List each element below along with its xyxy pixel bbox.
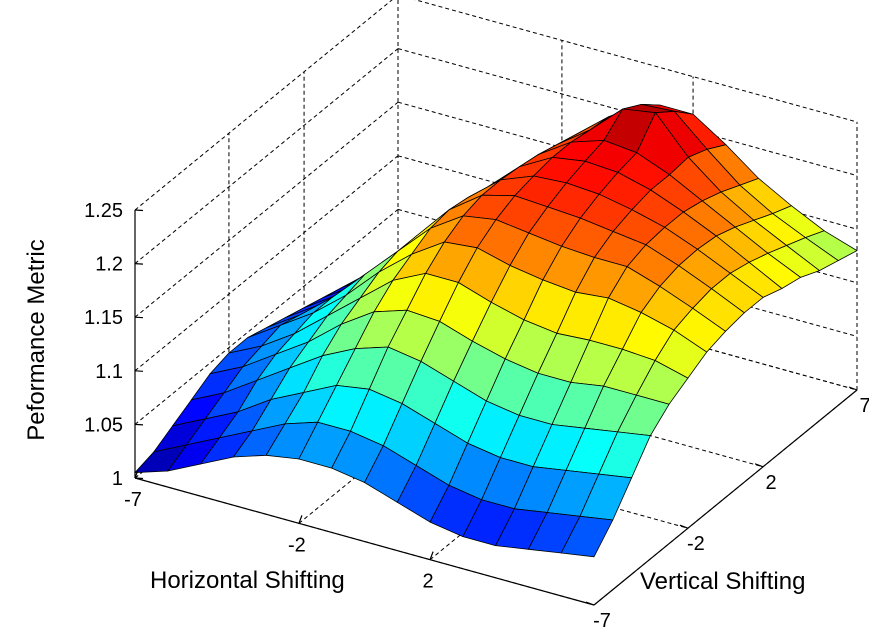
z-tick-mark: [134, 477, 144, 480]
y-tick-mark: [585, 601, 595, 606]
y-tick-mark: [679, 524, 689, 529]
x-axis-line: [134, 477, 595, 606]
z-tick-mark: [134, 423, 144, 426]
z-axis-label: Peformance Metric: [23, 239, 50, 440]
y-tick-label: 7: [859, 395, 869, 417]
x-tick-mark: [298, 515, 303, 524]
y-tick-label: -2: [687, 533, 705, 555]
z-tick-mark: [134, 209, 144, 212]
x-tick-label: -2: [288, 534, 306, 556]
grid-line: [134, 209, 399, 425]
x-tick-label: 2: [423, 571, 434, 593]
z-tick-mark: [134, 263, 144, 265]
grid-line: [134, 155, 399, 372]
grid-line: [134, 101, 399, 318]
z-tick-label: 1.05: [84, 414, 123, 436]
x-axis-label: Horizontal Shifting: [150, 567, 345, 594]
y-axis-label: Vertical Shifting: [640, 568, 805, 595]
surface-layer: [134, 103, 858, 558]
z-tick-mark: [134, 316, 144, 319]
grid-line: [414, 0, 858, 123]
x-tick-mark: [134, 469, 139, 479]
z-tick-label: 1.2: [95, 254, 123, 276]
surface-facet: [560, 515, 614, 558]
y-tick-mark: [754, 463, 764, 468]
z-tick-mark: [134, 370, 144, 372]
y-tick-mark: [848, 386, 858, 391]
z-tick-label: 1.25: [84, 200, 123, 222]
y-tick-label: -7: [593, 610, 611, 629]
axis-layer: 1 1.05 1.1 1.15 1.2 1.25 -7 -2 2 -7 -2 2 7: [84, 200, 869, 629]
x-tick-label: -7: [124, 489, 142, 511]
grid-line: [134, 0, 393, 211]
z-tick-label: 1.1: [95, 361, 123, 383]
grid-line: [134, 48, 399, 264]
y-tick-label: 2: [766, 472, 777, 494]
z-tick-label: 1.15: [84, 307, 123, 329]
x-tick-mark: [429, 551, 434, 560]
y-axis-line: [593, 389, 858, 606]
z-tick-label: 1: [112, 468, 123, 490]
